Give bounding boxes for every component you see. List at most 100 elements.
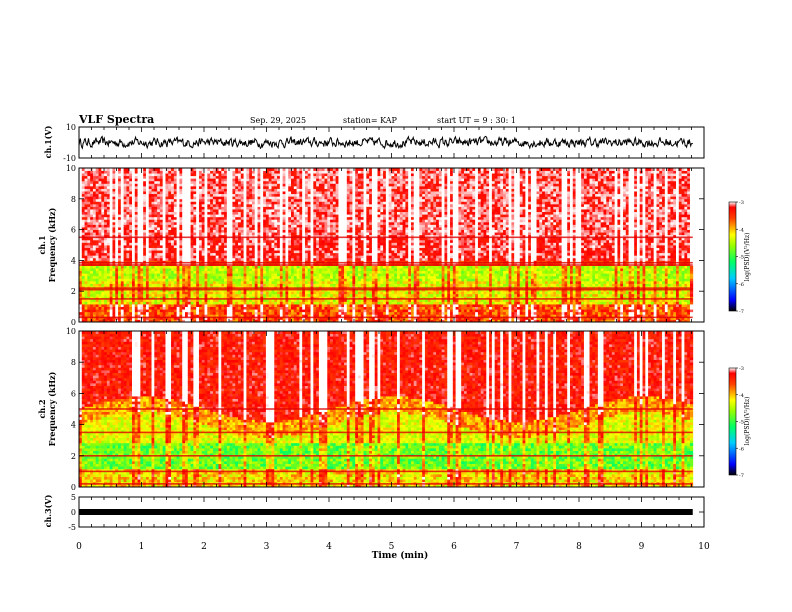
ch1spec-cell	[92, 201, 97, 205]
ch1spec-cell	[246, 301, 250, 305]
ch1spec-cell	[196, 316, 200, 320]
ch1spec-cell	[79, 298, 83, 302]
ch1spec-cell	[268, 221, 272, 225]
ch1spec-cell	[240, 278, 244, 282]
ch1spec-cell	[165, 283, 169, 287]
ch1spec-cell	[293, 214, 297, 218]
ch1spec-cell	[207, 203, 211, 207]
ch1spec-cell	[263, 211, 267, 215]
ch1spec-cell	[212, 257, 217, 261]
ch1spec-cell	[249, 198, 253, 202]
ch1spec-cell	[79, 309, 83, 313]
ch1spec-cell	[218, 255, 222, 259]
ch1spec-cell	[299, 178, 303, 182]
ch1spec-cell	[224, 183, 228, 187]
ch1spec-cell	[260, 214, 264, 218]
ch1spec-cell	[243, 257, 247, 261]
ch1spec-cell	[95, 188, 99, 192]
ch1spec-cell	[193, 221, 197, 225]
ch1spec-cell	[112, 183, 116, 187]
ch1spec-cell	[79, 278, 83, 282]
ch1spec-cell	[137, 270, 141, 274]
ch1spec-cell	[165, 237, 169, 241]
ch1spec-cell	[109, 255, 113, 259]
ch1spec-cell	[221, 224, 225, 228]
ch1spec-cell	[285, 201, 289, 205]
ch1spec-cell	[238, 188, 242, 192]
ch1spec-cell	[148, 309, 152, 313]
ch1spec-cell	[238, 173, 242, 177]
ch1spec-cell	[157, 175, 161, 179]
ch1spec-cell	[198, 196, 203, 200]
ch1spec-cell	[168, 252, 172, 256]
ch1spec-cell	[249, 224, 253, 228]
ch1spec-cell	[198, 265, 203, 269]
ch1spec-cell	[196, 214, 200, 218]
ch1spec-cell	[279, 216, 284, 220]
ch1spec-cell	[126, 268, 130, 272]
ch1spec-cell	[246, 314, 250, 318]
ch1spec-cell	[221, 275, 225, 279]
ch1spec-cell	[268, 309, 272, 313]
ch1spec-cell	[271, 168, 275, 171]
ch1spec-cell	[92, 209, 97, 213]
ch1spec-cell	[120, 245, 125, 248]
ch1spec-cell	[268, 237, 272, 241]
ch1spec-cell	[179, 211, 183, 215]
ch1spec-cell	[218, 293, 222, 297]
ch1spec-cell	[84, 273, 88, 277]
ch1spec-cell	[288, 311, 292, 315]
ch1spec-cell	[140, 291, 144, 295]
ch1spec-cell	[271, 201, 275, 205]
ch1spec-cell	[81, 198, 85, 202]
ch1spec-cell	[101, 170, 105, 174]
ch1spec-cell	[148, 191, 152, 195]
ch1spec-cell	[190, 178, 194, 182]
ch1spec-cell	[212, 206, 217, 210]
ch1spec-cell	[221, 257, 225, 261]
ch1spec-cell	[243, 242, 247, 246]
ch1spec-cell	[190, 270, 194, 274]
ch1spec-cell	[251, 291, 256, 295]
ch1spec-cell	[221, 173, 225, 177]
ch1spec-cell	[193, 198, 197, 202]
ch1spec-cell	[185, 250, 189, 254]
ch1spec-cell	[215, 242, 219, 246]
ch1spec-cell	[215, 173, 219, 177]
ch1spec-cell	[123, 293, 127, 297]
ch1spec-cell	[265, 180, 270, 184]
ch1spec-cell	[257, 239, 261, 243]
ch1spec-cell	[115, 206, 119, 210]
ch1spec-cell	[251, 255, 256, 259]
ch1spec-cell	[129, 196, 133, 200]
ch1spec-cell	[101, 234, 105, 238]
ch1spec-cell	[232, 304, 236, 307]
ch1spec-cell	[235, 306, 239, 310]
ch1spec-cell	[109, 180, 113, 184]
ch1spec-cell	[251, 293, 256, 297]
ch1spec-cell	[196, 227, 200, 230]
ch1spec-cell	[132, 311, 136, 315]
ch1spec-cell	[302, 211, 306, 215]
ch1spec-cell	[140, 180, 144, 184]
ch1spec-cell	[296, 283, 300, 287]
ch1spec-cell	[90, 296, 94, 300]
ch1spec-cell	[268, 296, 272, 300]
ch1spec-cell	[279, 237, 284, 241]
ch1spec-cell	[226, 198, 231, 202]
ch1spec-cell	[92, 301, 97, 305]
ch1spec-cell	[198, 237, 203, 241]
ch1spec-cell	[193, 185, 197, 189]
ch1spec-cell	[176, 178, 180, 182]
ch1spec-cell	[168, 198, 172, 202]
ch1spec-cell	[240, 255, 244, 259]
ch1spec-cell	[137, 191, 141, 195]
ch1spec-cell	[304, 293, 309, 297]
ch1spec-cell	[140, 206, 144, 210]
ch1spec-cell	[212, 311, 217, 315]
ch1spec-cell	[196, 298, 200, 302]
ch1spec-cell	[221, 278, 225, 282]
ch1spec-cell	[285, 314, 289, 318]
ch1spec-cell	[137, 219, 141, 223]
ch1spec-cell	[134, 257, 138, 261]
